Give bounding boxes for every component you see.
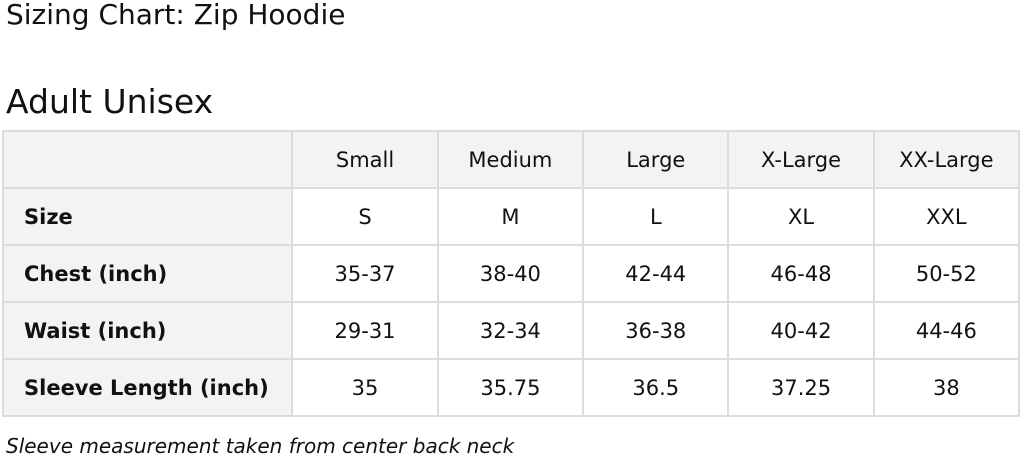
table-cell: 36-38 (582, 301, 730, 360)
column-header: Medium (436, 130, 585, 189)
column-header: X-Large (727, 130, 875, 189)
table-cell: L (582, 187, 730, 246)
table-cell: 42-44 (582, 244, 730, 303)
column-header (1, 130, 294, 189)
row-label: Sleeve Length (inch) (1, 358, 294, 417)
table-cell: 36.5 (582, 358, 730, 417)
column-header: Small (291, 130, 439, 189)
table-cell: 38-40 (436, 244, 585, 303)
table-cell: 35 (291, 358, 439, 417)
table-cell: 38 (872, 358, 1021, 417)
table-cell: 29-31 (291, 301, 439, 360)
table-cell: 40-42 (727, 301, 875, 360)
table-cell: 32-34 (436, 301, 585, 360)
table-row: Sleeve Length (inch) 35 35.75 36.5 37.25 38 (1, 358, 1021, 417)
table-cell: XL (727, 187, 875, 246)
table-cell: 37.25 (727, 358, 875, 417)
table-cell: 44-46 (872, 301, 1021, 360)
table-cell: S (291, 187, 439, 246)
table-cell: 46-48 (727, 244, 875, 303)
table-cell: 35.75 (436, 358, 585, 417)
row-label: Chest (inch) (1, 244, 294, 303)
row-label: Waist (inch) (1, 301, 294, 360)
table-row: Waist (inch) 29-31 32-34 36-38 40-42 44-46 (1, 301, 1021, 360)
row-label: Size (1, 187, 294, 246)
table-cell: 35-37 (291, 244, 439, 303)
header-row: Small Medium Large X-Large XX-Large (1, 130, 1021, 189)
table-cell: XXL (872, 187, 1021, 246)
table-row: Chest (inch) 35-37 38-40 42-44 46-48 50-52 (1, 244, 1021, 303)
footnote: Sleeve measurement taken from center bac… (6, 434, 515, 458)
table-cell: 50-52 (872, 244, 1021, 303)
column-header: Large (582, 130, 730, 189)
sizing-table: Small Medium Large X-Large XX-Large Size S M L XL… (1, 130, 1021, 417)
column-header: XX-Large (872, 130, 1021, 189)
table-cell: M (436, 187, 585, 246)
section-subtitle: Adult Unisex (6, 82, 214, 121)
table-row: Size S M L XL XXL (1, 187, 1021, 246)
page-title: Sizing Chart: Zip Hoodie (6, 0, 346, 31)
